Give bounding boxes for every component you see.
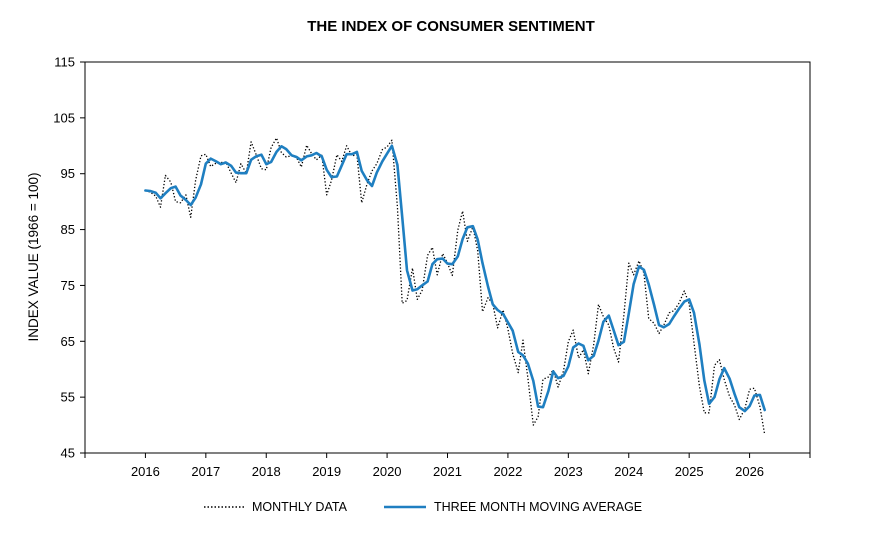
y-ticks: 45 55 65 75 85 95 105 115 bbox=[53, 55, 85, 461]
series-line-monthly bbox=[145, 137, 766, 435]
x-tick-label: 2026 bbox=[735, 464, 764, 479]
x-tick-label: 2020 bbox=[373, 464, 402, 479]
series-layer bbox=[144, 137, 767, 435]
x-tick-label: 2024 bbox=[614, 464, 643, 479]
x-ticks: 2016 2017 2018 2019 2020 2021 2022 2023 2024 2025… bbox=[84, 453, 811, 479]
y-tick-label: 65 bbox=[61, 334, 75, 349]
y-tick-label: 75 bbox=[61, 278, 75, 293]
x-tick-label: 2019 bbox=[312, 464, 341, 479]
y-tick-label: 95 bbox=[61, 166, 75, 181]
y-tick-label: 45 bbox=[61, 446, 75, 461]
x-tick-label: 2018 bbox=[252, 464, 281, 479]
x-tick-label: 2022 bbox=[493, 464, 522, 479]
y-tick-label: 115 bbox=[54, 55, 75, 70]
y-axis-label: INDEX VALUE (1966 = 100) bbox=[26, 173, 41, 342]
x-tick-label: 2025 bbox=[675, 464, 704, 479]
series-line-moving-average bbox=[144, 144, 767, 413]
x-tick-label: 2021 bbox=[433, 464, 462, 479]
x-tick-label: 2023 bbox=[554, 464, 583, 479]
chart-title: THE INDEX OF CONSUMER SENTIMENT bbox=[307, 18, 595, 35]
legend-label-monthly: MONTHLY DATA bbox=[252, 500, 348, 514]
y-tick-label: 55 bbox=[61, 390, 75, 405]
y-tick-label: 85 bbox=[61, 222, 75, 237]
y-tick-label: 105 bbox=[53, 110, 75, 125]
legend: MONTHLY DATA THREE MONTH MOVING AVERAGE bbox=[204, 500, 642, 514]
x-tick-label: 2016 bbox=[131, 464, 160, 479]
x-tick-label: 2017 bbox=[191, 464, 220, 479]
legend-label-moving-average: THREE MONTH MOVING AVERAGE bbox=[434, 500, 642, 514]
